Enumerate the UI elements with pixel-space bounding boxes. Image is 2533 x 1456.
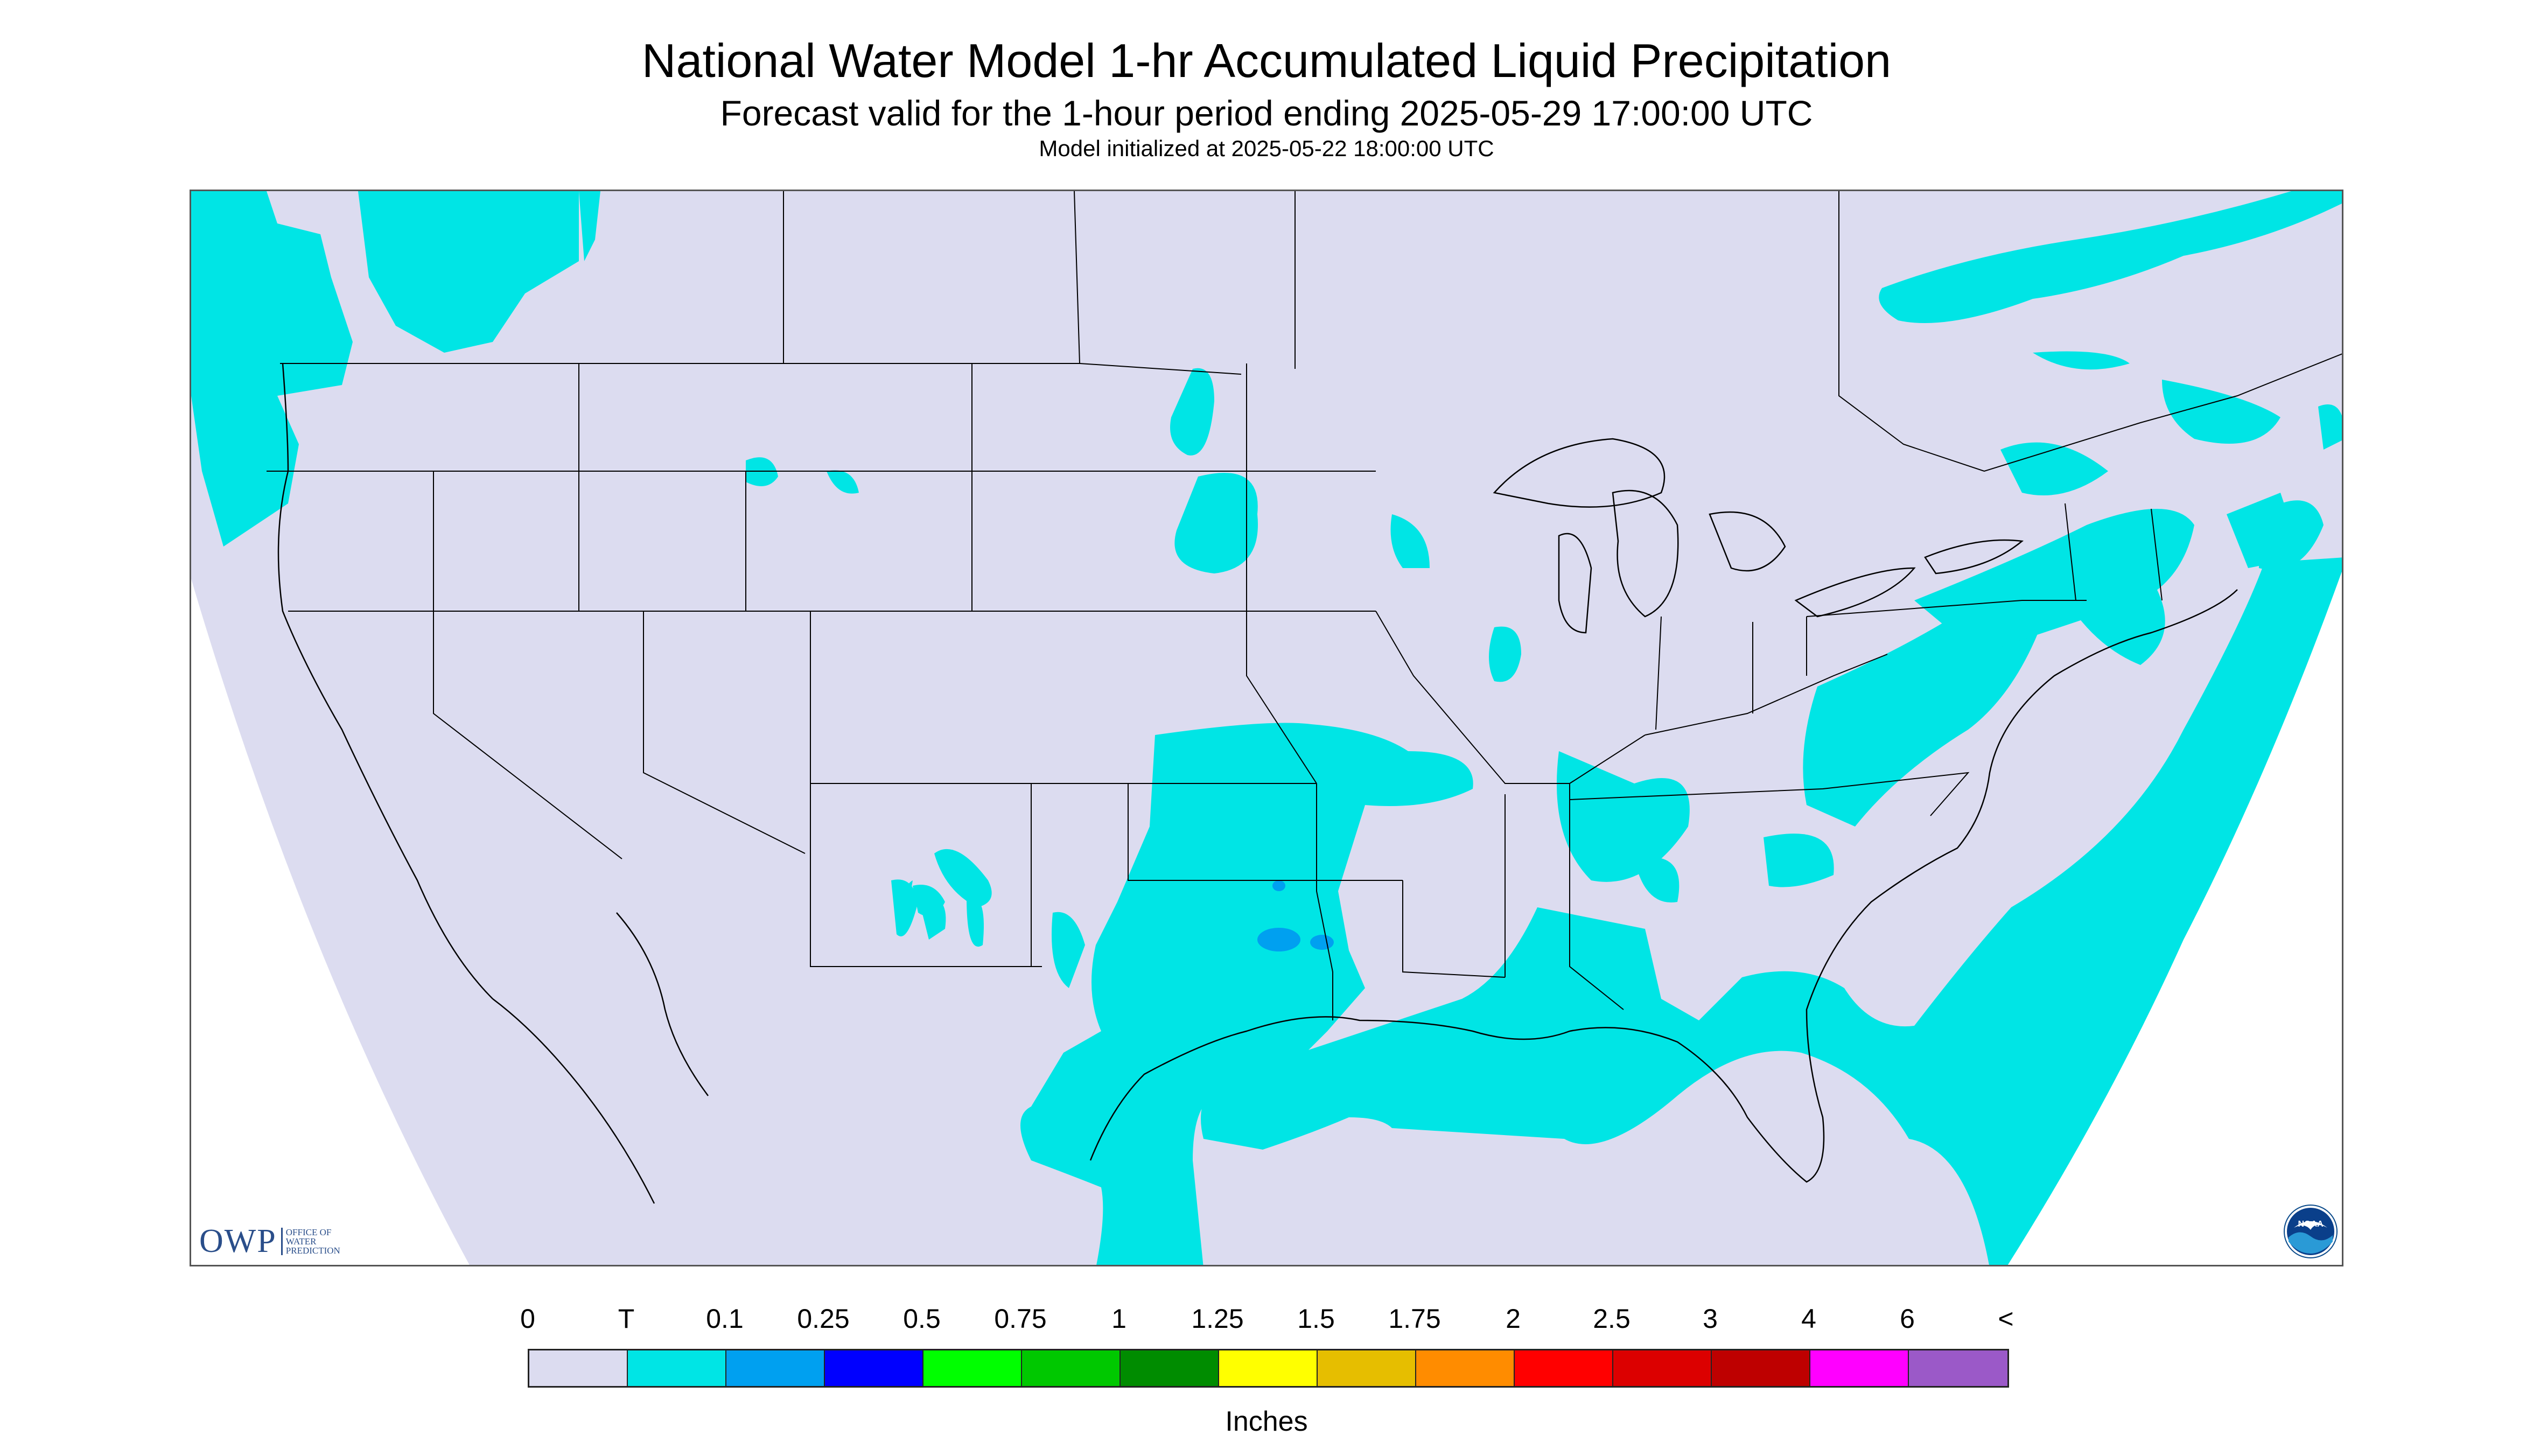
legend-label: 2.5 xyxy=(1593,1304,1631,1334)
legend-label: 1.75 xyxy=(1388,1304,1441,1334)
legend-swatch xyxy=(1219,1350,1318,1386)
owp-logo-text: OWP xyxy=(199,1223,277,1259)
political-borders xyxy=(267,191,2342,1020)
legend-swatch xyxy=(726,1350,825,1386)
legend-swatch xyxy=(1121,1350,1219,1386)
legend-swatch xyxy=(1022,1350,1121,1386)
legend-labels: 0 T 0.1 0.25 0.5 0.75 1 1.25 1.5 1.75 2 2.5 3 4 6 < xyxy=(0,1303,2533,1341)
legend-label: 1.5 xyxy=(1297,1304,1335,1334)
legend-label: 0.1 xyxy=(706,1304,744,1334)
owp-logo: OWP OFFICE OF WATER PREDICTION xyxy=(199,1222,340,1261)
legend-swatch xyxy=(1318,1350,1416,1386)
legend-units: Inches xyxy=(1225,1406,1308,1437)
legend-label: 0.5 xyxy=(903,1304,941,1334)
noaa-emblem-icon: NOAA xyxy=(2284,1205,2338,1258)
legend-swatch xyxy=(1909,1350,2007,1386)
coastlines xyxy=(277,363,2238,1204)
noaa-logo-text: NOAA xyxy=(2298,1220,2324,1229)
owp-logo-subtext: OFFICE OF WATER PREDICTION xyxy=(281,1228,340,1255)
map-subtitle: Forecast valid for the 1-hour period end… xyxy=(720,93,1813,133)
legend-label: 1.25 xyxy=(1191,1304,1244,1334)
legend-swatch xyxy=(1613,1350,1712,1386)
legend-colorbar xyxy=(528,1349,2009,1388)
legend-label: 1 xyxy=(1111,1304,1126,1334)
legend-swatch xyxy=(628,1350,726,1386)
owp-logo-line-1: OFFICE OF xyxy=(285,1227,332,1237)
model-init-text: Model initialized at 2025-05-22 18:00:00… xyxy=(1039,136,1494,161)
legend-swatch xyxy=(1515,1350,1613,1386)
precipitation-map xyxy=(190,190,2343,1266)
map-canvas xyxy=(191,191,2342,1265)
legend-swatch xyxy=(1810,1350,1909,1386)
legend-swatch xyxy=(529,1350,628,1386)
legend-label: 3 xyxy=(1703,1304,1718,1334)
legend-label: 0.25 xyxy=(797,1304,850,1334)
owp-logo-line-3: PREDICTION xyxy=(285,1245,340,1256)
owp-logo-line-2: WATER xyxy=(285,1236,317,1247)
legend-label: 4 xyxy=(1801,1304,1816,1334)
legend-swatch xyxy=(1712,1350,1810,1386)
legend-label: 2 xyxy=(1506,1304,1521,1334)
legend-label: 0 xyxy=(520,1304,535,1334)
legend-swatch xyxy=(923,1350,1022,1386)
map-title: National Water Model 1-hr Accumulated Li… xyxy=(641,34,1892,87)
legend-label: 6 xyxy=(1900,1304,1915,1334)
legend-label: 0.75 xyxy=(994,1304,1047,1334)
precip-trace-areas xyxy=(191,191,2342,1265)
legend-label: T xyxy=(618,1304,635,1334)
legend-swatch xyxy=(825,1350,923,1386)
legend-label: < xyxy=(1998,1304,2014,1334)
legend-swatch xyxy=(1416,1350,1515,1386)
noaa-logo: NOAA xyxy=(2283,1204,2338,1259)
